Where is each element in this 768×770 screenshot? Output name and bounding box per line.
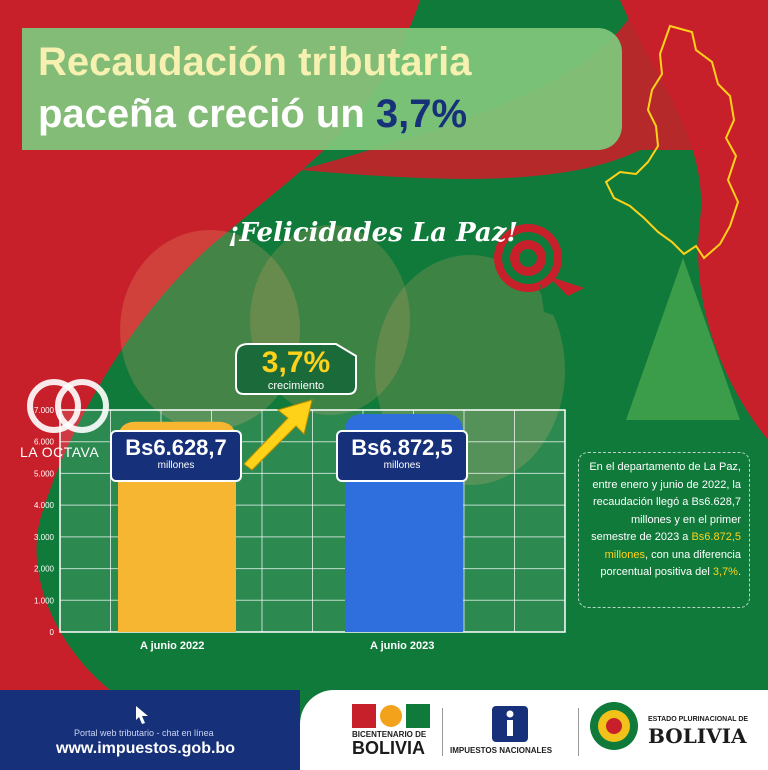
title-line-2: paceña creció un 3,7% xyxy=(38,92,467,137)
category-label-2022: A junio 2022 xyxy=(140,640,205,652)
y-tick-label: 4.000 xyxy=(34,501,55,510)
portal-caption: Portal web tributario - chat en línea xyxy=(74,728,214,738)
impuestos-logo-icon xyxy=(492,706,528,742)
growth-value: 3,7% xyxy=(261,346,331,379)
value-label-2023: Bs6.872,5 millones xyxy=(336,430,468,482)
cursor-click-icon xyxy=(136,706,148,724)
growth-badge-shape xyxy=(235,343,357,395)
y-tick-label: 0 xyxy=(50,628,55,637)
info-text-3: . xyxy=(737,566,741,578)
footer-left-panel xyxy=(0,690,300,770)
y-axis-ticks: 0 1.000 2.000 3.000 4.000 5.000 6.000 7.000 xyxy=(34,406,55,637)
la-octava-logo-icon xyxy=(27,379,109,433)
watermark-text: LA OCTAVA xyxy=(20,444,100,460)
info-text-2: , con una diferencia porcentual positiva… xyxy=(600,548,741,579)
title-line-1: Recaudación tributaria xyxy=(38,40,472,84)
y-tick-label: 1.000 xyxy=(34,596,55,605)
value-label-2023-unit: millones xyxy=(383,460,421,471)
greeting-text: ¡Felicidades La Paz! xyxy=(228,218,518,248)
bicentenario-line-1: BICENTENARIO DE xyxy=(352,730,427,739)
y-tick-label: 7.000 xyxy=(34,406,55,415)
tricolor-rosette-icon xyxy=(494,224,584,316)
growth-arrow-icon xyxy=(243,399,313,471)
info-highlight-pct: 3,7% xyxy=(712,566,738,578)
info-highlight-amount: Bs6.872,5 millones xyxy=(604,531,741,561)
title-line-2-text: paceña creció un xyxy=(38,92,376,136)
growth-label: crecimiento xyxy=(267,380,325,392)
y-tick-label: 2.000 xyxy=(34,565,55,574)
footer-divider-2 xyxy=(578,708,579,756)
website-link[interactable]: www.impuestos.gob.bo xyxy=(56,740,235,757)
value-label-2022: Bs6.628,7 millones xyxy=(110,430,242,482)
bicentenario-logo-icon xyxy=(352,704,430,728)
estado-label: ESTADO PLURINACIONAL DE xyxy=(648,716,749,723)
info-text-1: En el departamento de La Paz, entre ener… xyxy=(589,461,741,543)
la-paz-map-outline xyxy=(604,24,740,260)
title-percentage: 3,7% xyxy=(375,92,468,136)
bolivia-label: BOLIVIA xyxy=(648,724,747,748)
footer-divider-1 xyxy=(442,708,443,756)
y-tick-label: 5.000 xyxy=(34,469,55,478)
bicentenario-line-2: BOLIVIA xyxy=(352,738,426,758)
footer-logos-panel xyxy=(300,690,768,770)
value-label-2022-unit: millones xyxy=(157,460,195,471)
growth-badge: 3,7% crecimiento xyxy=(232,340,360,398)
value-label-2022-amount: Bs6.628,7 xyxy=(125,435,227,460)
title-banner xyxy=(22,28,622,150)
category-label-2023: A junio 2023 xyxy=(370,640,435,652)
impuestos-label: IMPUESTOS NACIONALES xyxy=(450,746,553,755)
bolivia-coat-of-arms-icon xyxy=(590,702,638,750)
info-box: En el departamento de La Paz, entre ener… xyxy=(578,452,750,608)
y-tick-label: 3.000 xyxy=(34,533,55,542)
y-tick-label: 6.000 xyxy=(34,438,55,447)
value-label-2023-amount: Bs6.872,5 xyxy=(351,435,453,460)
